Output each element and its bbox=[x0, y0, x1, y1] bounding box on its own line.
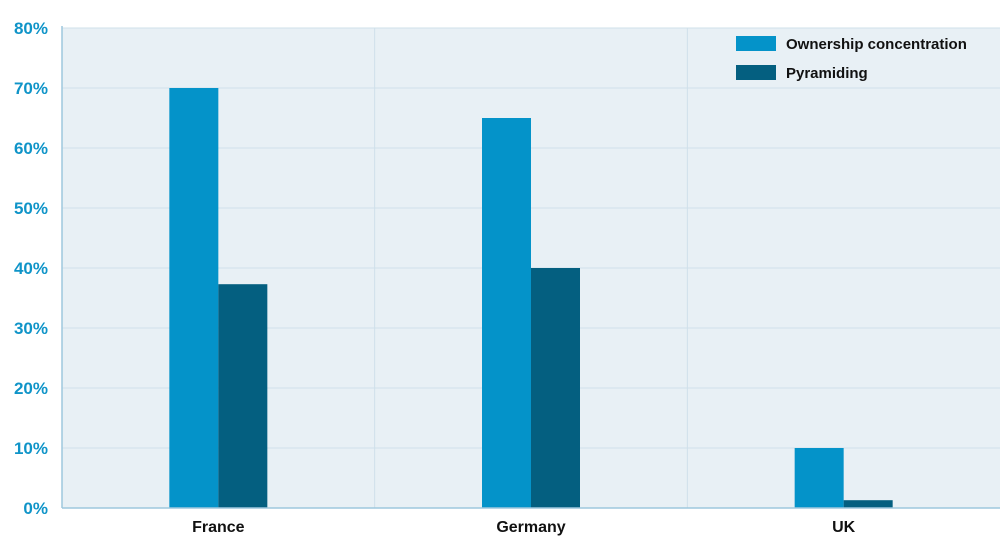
axes bbox=[61, 26, 1000, 509]
bar-pyramiding-france bbox=[218, 284, 268, 508]
y-tick-label: 30% bbox=[14, 319, 48, 338]
bar-ownership-concentration-france bbox=[169, 88, 219, 508]
x-category-label: Germany bbox=[496, 519, 565, 536]
y-tick-label: 50% bbox=[14, 199, 48, 218]
y-tick-label: 60% bbox=[14, 139, 48, 158]
legend-label: Pyramiding bbox=[786, 65, 868, 82]
bars bbox=[169, 88, 893, 508]
x-axis-category-labels: France Germany UK bbox=[192, 519, 856, 536]
y-tick-label: 20% bbox=[14, 379, 48, 398]
bar-ownership-concentration-uk bbox=[794, 448, 844, 508]
legend-swatch bbox=[736, 65, 776, 80]
y-tick-label: 80% bbox=[14, 19, 48, 38]
y-tick-label: 70% bbox=[14, 79, 48, 98]
legend-swatch bbox=[736, 36, 776, 51]
y-axis-tick-labels: 0% 10% 20% 30% 40% 50% 60% 70% 80% bbox=[14, 19, 48, 518]
x-category-label: France bbox=[192, 519, 245, 536]
x-category-label: UK bbox=[832, 519, 856, 536]
bar-pyramiding-germany bbox=[531, 268, 580, 508]
y-tick-label: 0% bbox=[23, 499, 48, 518]
bar-pyramiding-uk bbox=[843, 500, 893, 508]
bar-ownership-concentration-germany bbox=[482, 118, 531, 508]
y-tick-label: 40% bbox=[14, 259, 48, 278]
legend-label: Ownership concentration bbox=[786, 36, 967, 53]
legend: Ownership concentration Pyramiding bbox=[736, 36, 967, 82]
y-tick-label: 10% bbox=[14, 439, 48, 458]
